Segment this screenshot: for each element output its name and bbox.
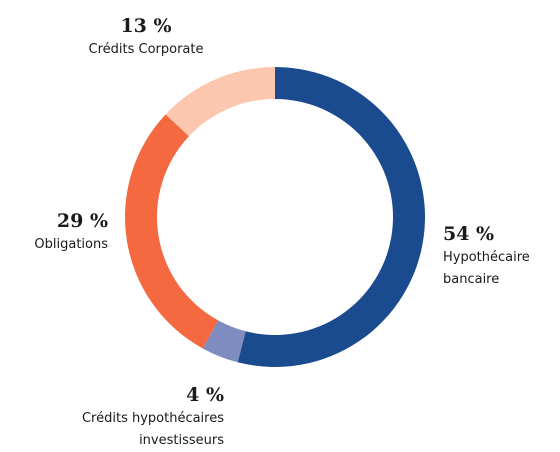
category-label: Obligations [34, 237, 108, 252]
category-label: Hypothécaire bancaire [443, 250, 530, 287]
value-label: 54 % [443, 223, 495, 245]
value-label: 29 % [56, 210, 108, 232]
value-label: 13 % [120, 15, 172, 37]
donut-segment [202, 320, 246, 363]
category-label: Crédits Corporate [88, 42, 204, 57]
category-label: Crédits hypothécaires investisseurs [81, 411, 224, 448]
donut-segment [124, 114, 219, 349]
value-label: 4 % [186, 384, 224, 406]
donut-segment [165, 67, 275, 137]
donut-segment [237, 67, 426, 367]
